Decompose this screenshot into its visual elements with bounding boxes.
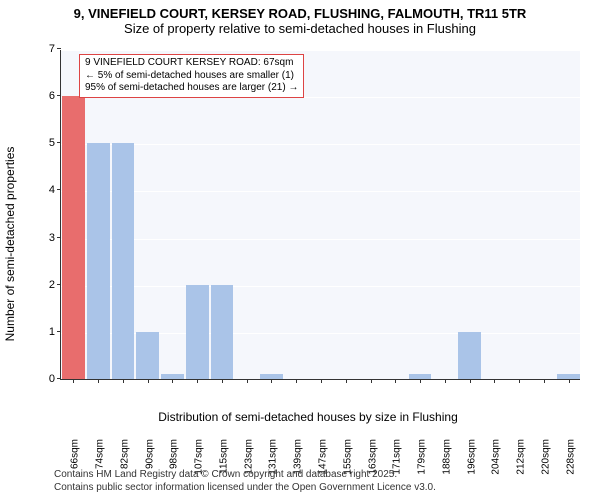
gridline xyxy=(61,286,580,287)
x-tick-mark xyxy=(148,379,149,383)
bar xyxy=(211,285,234,379)
y-tick-label: 4 xyxy=(49,184,61,196)
x-tick-mark xyxy=(296,379,297,383)
gridline xyxy=(61,239,580,240)
x-tick-mark xyxy=(346,379,347,383)
x-tick-mark xyxy=(569,379,570,383)
x-tick-mark xyxy=(544,379,545,383)
y-tick-mark xyxy=(57,142,61,143)
annotation-line2: ← 5% of semi-detached houses are smaller… xyxy=(85,70,298,83)
x-tick-label: 74sqm xyxy=(91,439,106,469)
y-tick-mark xyxy=(57,378,61,379)
x-tick-mark xyxy=(445,379,446,383)
plot-area: 9 VINEFIELD COURT KERSEY ROAD: 67sqm ← 5… xyxy=(60,50,580,380)
x-tick-mark xyxy=(172,379,173,383)
x-tick-label: 228sqm xyxy=(561,439,576,475)
y-tick-label: 1 xyxy=(49,326,61,338)
x-tick-mark xyxy=(470,379,471,383)
x-tick-mark xyxy=(395,379,396,383)
x-tick-label: 98sqm xyxy=(165,439,180,469)
footer-attribution: Contains HM Land Registry data © Crown c… xyxy=(54,469,436,494)
x-tick-mark xyxy=(98,379,99,383)
y-tick-mark xyxy=(57,237,61,238)
bar xyxy=(186,285,209,379)
y-tick-mark xyxy=(57,331,61,332)
bar xyxy=(87,143,110,379)
footer-line1: Contains HM Land Registry data © Crown c… xyxy=(54,469,436,482)
title-line2: Size of property relative to semi-detach… xyxy=(0,21,600,36)
x-tick-mark xyxy=(197,379,198,383)
x-tick-mark xyxy=(247,379,248,383)
chart-title-block: 9, VINEFIELD COURT, KERSEY ROAD, FLUSHIN… xyxy=(0,0,600,36)
y-tick-label: 0 xyxy=(49,373,61,385)
x-tick-mark xyxy=(371,379,372,383)
x-tick-label: 204sqm xyxy=(487,439,502,475)
gridline xyxy=(61,50,580,51)
x-tick-mark xyxy=(519,379,520,383)
x-tick-mark xyxy=(222,379,223,383)
y-tick-mark xyxy=(57,48,61,49)
y-tick-label: 7 xyxy=(49,43,61,55)
y-tick-label: 2 xyxy=(49,279,61,291)
title-line1: 9, VINEFIELD COURT, KERSEY ROAD, FLUSHIN… xyxy=(0,6,600,21)
bar xyxy=(136,332,159,379)
y-axis-label: Number of semi-detached properties xyxy=(3,147,17,342)
x-axis-label: Distribution of semi-detached houses by … xyxy=(158,410,457,424)
bar xyxy=(112,143,135,379)
footer-line2: Contains public sector information licen… xyxy=(54,482,436,495)
y-tick-mark xyxy=(57,284,61,285)
y-tick-mark xyxy=(57,95,61,96)
chart-container: Number of semi-detached properties 9 VIN… xyxy=(28,44,588,444)
x-tick-mark xyxy=(494,379,495,383)
x-tick-label: 66sqm xyxy=(66,439,81,469)
y-tick-label: 5 xyxy=(49,137,61,149)
x-tick-label: 90sqm xyxy=(140,439,155,469)
x-tick-mark xyxy=(123,379,124,383)
x-ticks-layer: 66sqm74sqm82sqm90sqm98sqm107sqm115sqm123… xyxy=(61,379,580,439)
y-tick-mark xyxy=(57,189,61,190)
x-tick-mark xyxy=(321,379,322,383)
x-tick-mark xyxy=(271,379,272,383)
y-tick-label: 3 xyxy=(49,232,61,244)
gridline xyxy=(61,191,580,192)
annotation-line3: 95% of semi-detached houses are larger (… xyxy=(85,82,298,95)
x-tick-label: 212sqm xyxy=(512,439,527,475)
x-tick-label: 82sqm xyxy=(115,439,130,469)
gridline xyxy=(61,144,580,145)
bar-highlight xyxy=(62,96,85,379)
x-tick-label: 188sqm xyxy=(437,439,452,475)
x-tick-mark xyxy=(420,379,421,383)
x-tick-label: 196sqm xyxy=(462,439,477,475)
annotation-box: 9 VINEFIELD COURT KERSEY ROAD: 67sqm ← 5… xyxy=(79,54,304,98)
y-tick-label: 6 xyxy=(49,90,61,102)
bar xyxy=(458,332,481,379)
x-tick-mark xyxy=(73,379,74,383)
annotation-line1: 9 VINEFIELD COURT KERSEY ROAD: 67sqm xyxy=(85,57,298,70)
x-tick-label: 220sqm xyxy=(536,439,551,475)
